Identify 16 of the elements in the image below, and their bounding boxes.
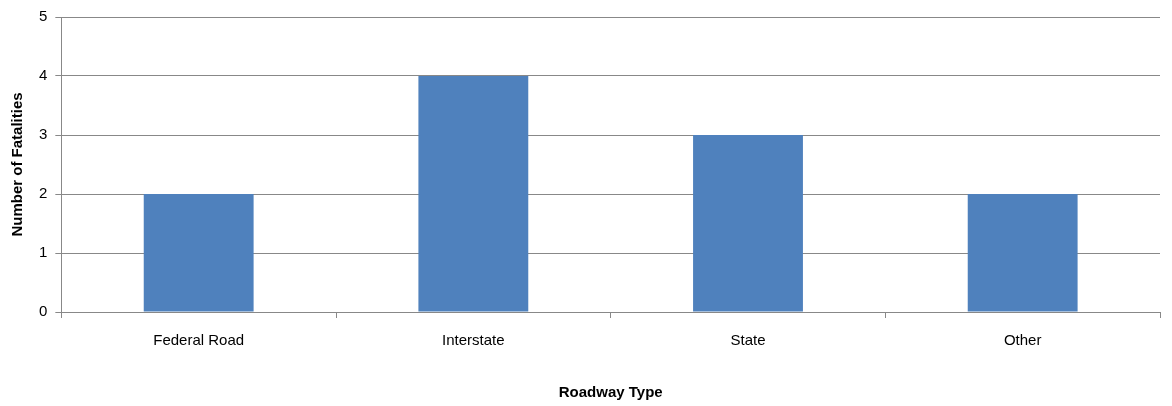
x-tick-label: Interstate (442, 331, 505, 349)
x-tick-label: State (730, 331, 766, 349)
x-tick-label: Other (1003, 331, 1042, 349)
x-tick-label: Federal Road (153, 331, 245, 349)
y-tick-label: 1 (39, 243, 48, 261)
bar (967, 194, 1078, 312)
bar (418, 76, 529, 312)
bar (143, 194, 254, 312)
y-tick-label: 5 (39, 7, 48, 25)
y-tick-label: 3 (39, 125, 48, 143)
x-axis-title: Roadway Type (558, 383, 663, 401)
y-tick-label: 2 (39, 184, 48, 202)
y-axis-title: Number of Fatalities (8, 92, 26, 237)
y-tick-label: 4 (39, 66, 48, 84)
bar (693, 135, 803, 312)
y-tick-label: 0 (39, 302, 48, 320)
